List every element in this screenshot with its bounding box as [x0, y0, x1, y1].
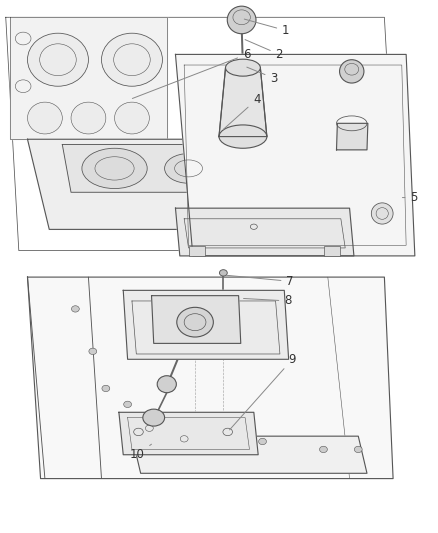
Ellipse shape	[71, 102, 106, 134]
Ellipse shape	[354, 446, 362, 453]
Ellipse shape	[258, 438, 266, 445]
Bar	[189, 246, 205, 256]
Text: 1: 1	[244, 19, 290, 37]
Text: 2: 2	[245, 39, 283, 61]
Polygon shape	[119, 413, 258, 455]
Ellipse shape	[177, 308, 213, 337]
Text: 5: 5	[403, 191, 418, 204]
Ellipse shape	[219, 125, 267, 148]
Ellipse shape	[115, 102, 149, 134]
Polygon shape	[10, 17, 167, 139]
Ellipse shape	[227, 6, 256, 34]
Polygon shape	[28, 139, 350, 229]
Polygon shape	[176, 54, 415, 256]
Text: 4: 4	[223, 93, 261, 130]
Ellipse shape	[124, 401, 131, 408]
Bar	[324, 246, 340, 256]
Text: 9: 9	[230, 353, 296, 430]
Text: 6: 6	[132, 48, 251, 99]
Ellipse shape	[371, 203, 393, 224]
Ellipse shape	[143, 409, 165, 426]
Ellipse shape	[71, 306, 79, 312]
Ellipse shape	[219, 270, 227, 276]
Ellipse shape	[339, 60, 364, 83]
Ellipse shape	[226, 59, 260, 76]
Ellipse shape	[102, 33, 162, 86]
Ellipse shape	[165, 154, 212, 183]
Ellipse shape	[28, 33, 88, 86]
Polygon shape	[132, 436, 367, 473]
Text: 8: 8	[244, 294, 292, 308]
Ellipse shape	[28, 102, 62, 134]
Polygon shape	[219, 68, 267, 136]
Ellipse shape	[320, 446, 327, 453]
Polygon shape	[176, 208, 354, 256]
Polygon shape	[62, 144, 306, 192]
Text: 7: 7	[226, 275, 294, 288]
Polygon shape	[152, 296, 241, 343]
Ellipse shape	[82, 148, 147, 189]
Ellipse shape	[89, 348, 97, 354]
Text: 3: 3	[247, 67, 278, 85]
Polygon shape	[336, 123, 368, 150]
Polygon shape	[28, 277, 393, 479]
Polygon shape	[123, 290, 289, 359]
Ellipse shape	[157, 376, 177, 393]
Ellipse shape	[102, 385, 110, 392]
Text: 10: 10	[130, 444, 152, 461]
